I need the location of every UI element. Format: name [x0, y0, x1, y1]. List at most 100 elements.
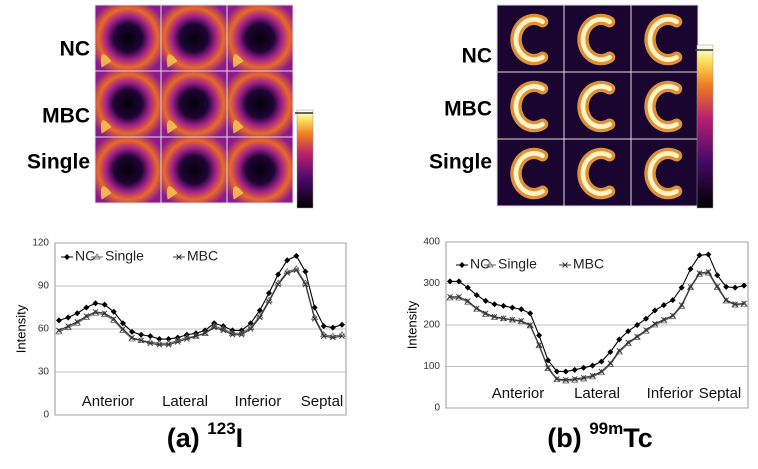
point	[589, 372, 596, 379]
point	[56, 317, 62, 324]
point	[329, 324, 336, 331]
point	[571, 376, 578, 382]
uptake-core	[513, 17, 545, 62]
point	[527, 310, 534, 317]
row-label: Single	[429, 151, 492, 174]
point	[625, 339, 632, 346]
point	[660, 302, 667, 309]
point	[545, 364, 551, 371]
point	[607, 360, 614, 366]
colorbar	[696, 44, 714, 209]
caption-superscript: 99m	[589, 419, 623, 438]
uptake-core	[647, 151, 679, 196]
point	[284, 257, 291, 264]
point	[447, 293, 453, 300]
point	[678, 302, 685, 308]
point	[580, 364, 587, 371]
point	[598, 368, 605, 375]
point	[156, 341, 163, 348]
point	[616, 347, 623, 354]
legend-label: NC	[75, 248, 95, 264]
point	[678, 284, 685, 291]
row-label: Single	[27, 151, 90, 174]
row-label: MBC	[444, 98, 492, 121]
uptake-blob	[232, 186, 244, 200]
point	[74, 310, 81, 317]
point	[491, 301, 498, 308]
uptake-blob	[232, 54, 244, 68]
region-label: Lateral	[574, 385, 620, 402]
point	[275, 271, 282, 278]
y-tick-label: 0	[434, 403, 440, 414]
point	[473, 305, 480, 312]
point	[536, 342, 542, 348]
point	[616, 336, 623, 343]
point	[459, 262, 465, 268]
y-tick-label: 30	[38, 367, 50, 378]
point	[293, 252, 300, 259]
point	[677, 302, 686, 309]
point	[695, 270, 704, 277]
point	[571, 366, 578, 373]
point	[518, 306, 525, 313]
series-line	[450, 253, 745, 373]
point	[580, 374, 587, 381]
y-axis-label: Intensity	[404, 300, 419, 349]
region-label: Septal	[301, 393, 344, 410]
point	[311, 316, 318, 322]
point	[509, 316, 516, 323]
point	[93, 253, 101, 260]
point	[120, 326, 126, 332]
point	[607, 348, 614, 355]
point	[714, 283, 721, 290]
point	[535, 341, 543, 349]
point	[275, 281, 281, 288]
point	[687, 265, 694, 272]
point	[74, 319, 81, 325]
row-label: NC	[60, 38, 90, 61]
point	[732, 301, 738, 308]
point	[705, 269, 712, 275]
point	[302, 268, 309, 275]
uptake-blob	[166, 186, 178, 200]
point	[553, 368, 560, 375]
point	[652, 320, 658, 327]
y-tick-label: 300	[423, 278, 440, 289]
point	[311, 304, 318, 311]
legend-label: NC	[470, 256, 490, 272]
point	[65, 314, 72, 321]
point	[129, 328, 136, 335]
point	[211, 324, 218, 331]
point	[266, 298, 272, 305]
point	[156, 336, 163, 343]
caption-symbol: Tc	[623, 423, 653, 453]
point	[500, 315, 507, 322]
point	[238, 331, 245, 338]
point	[741, 300, 747, 307]
point	[330, 334, 336, 341]
caption-symbol: I	[236, 423, 244, 453]
uptake-blob	[100, 186, 112, 200]
series-line	[58, 269, 343, 346]
point	[165, 341, 172, 348]
uptake-core	[580, 84, 612, 129]
point	[482, 310, 489, 317]
row-label: MBC	[42, 105, 90, 128]
legend-label: Single	[498, 256, 537, 272]
point	[643, 327, 649, 333]
point	[562, 377, 570, 384]
point	[64, 254, 70, 260]
legend-label: MBC	[187, 248, 218, 264]
uptake-blob	[232, 120, 244, 134]
point	[643, 315, 649, 322]
point	[562, 368, 569, 375]
uptake-blob	[100, 54, 112, 68]
point	[589, 362, 596, 369]
legend-label: Single	[105, 248, 144, 264]
y-tick-label: 0	[43, 410, 49, 421]
point	[741, 282, 747, 289]
point	[65, 323, 71, 329]
point	[320, 323, 327, 330]
point	[447, 278, 453, 285]
point	[92, 300, 99, 307]
